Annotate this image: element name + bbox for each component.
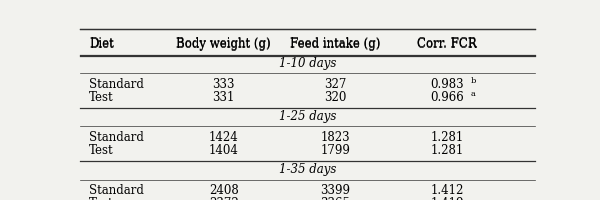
Text: 1424: 1424 [209, 131, 239, 144]
Text: Corr. FCR: Corr. FCR [417, 38, 477, 51]
Text: 1-25 days: 1-25 days [279, 110, 336, 123]
Text: 0.983: 0.983 [430, 78, 464, 91]
Text: 1823: 1823 [320, 131, 350, 144]
Text: 320: 320 [324, 91, 347, 104]
Text: Test: Test [89, 197, 113, 200]
Text: 1.281: 1.281 [430, 144, 464, 157]
Text: Test: Test [89, 144, 113, 157]
Text: a: a [471, 90, 476, 98]
Text: 1-35 days: 1-35 days [279, 163, 336, 176]
Text: Standard: Standard [89, 184, 144, 197]
Text: Feed intake (g): Feed intake (g) [290, 37, 380, 50]
Text: 2372: 2372 [209, 197, 239, 200]
Text: 1799: 1799 [320, 144, 350, 157]
Text: 3399: 3399 [320, 184, 350, 197]
Text: Standard: Standard [89, 131, 144, 144]
Text: Feed intake (g): Feed intake (g) [290, 38, 380, 51]
Text: 2408: 2408 [209, 184, 239, 197]
Text: 1.281: 1.281 [430, 131, 464, 144]
Text: Body weight (g): Body weight (g) [176, 37, 271, 50]
Text: 333: 333 [212, 78, 235, 91]
Text: 1-10 days: 1-10 days [279, 57, 336, 70]
Text: Body weight (g): Body weight (g) [176, 38, 271, 51]
Text: Corr. FCR: Corr. FCR [417, 37, 477, 50]
Text: Test: Test [89, 91, 113, 104]
Text: 3365: 3365 [320, 197, 350, 200]
Text: 1404: 1404 [209, 144, 239, 157]
Text: 331: 331 [212, 91, 235, 104]
Text: 1.412: 1.412 [430, 184, 464, 197]
Text: Standard: Standard [89, 78, 144, 91]
Text: b: b [471, 77, 476, 85]
Text: Diet: Diet [89, 38, 114, 51]
Text: Diet: Diet [89, 37, 114, 50]
Text: 0.966: 0.966 [430, 91, 464, 104]
Text: 1.419: 1.419 [430, 197, 464, 200]
Text: 327: 327 [324, 78, 347, 91]
